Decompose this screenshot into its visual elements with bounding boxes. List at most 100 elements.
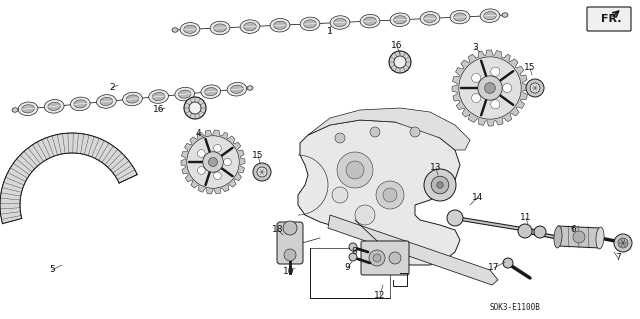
Ellipse shape (148, 90, 168, 103)
Ellipse shape (123, 92, 142, 106)
Ellipse shape (74, 100, 86, 108)
Circle shape (373, 254, 381, 262)
Circle shape (376, 181, 404, 209)
Ellipse shape (360, 14, 380, 28)
Ellipse shape (214, 24, 227, 32)
Circle shape (349, 253, 357, 261)
Ellipse shape (100, 97, 113, 106)
Ellipse shape (97, 95, 116, 108)
FancyBboxPatch shape (277, 222, 303, 264)
Text: 18: 18 (272, 226, 284, 234)
Ellipse shape (175, 87, 195, 101)
Text: 5: 5 (49, 265, 55, 275)
Polygon shape (308, 108, 470, 150)
Circle shape (424, 169, 456, 201)
Polygon shape (452, 50, 528, 126)
Text: 10: 10 (284, 268, 295, 277)
Text: SOK3-E1100B: SOK3-E1100B (490, 303, 541, 313)
Text: 4: 4 (195, 129, 201, 137)
Polygon shape (328, 215, 498, 285)
Ellipse shape (201, 85, 221, 99)
Circle shape (518, 224, 532, 238)
Circle shape (484, 83, 495, 93)
Circle shape (257, 167, 267, 177)
Ellipse shape (454, 13, 467, 21)
Polygon shape (558, 226, 600, 248)
Circle shape (349, 243, 357, 251)
Text: 3: 3 (472, 43, 478, 53)
Circle shape (198, 167, 205, 174)
Ellipse shape (126, 95, 139, 103)
Circle shape (534, 226, 546, 238)
Circle shape (337, 152, 373, 188)
Text: 13: 13 (430, 164, 442, 173)
Circle shape (214, 145, 221, 152)
FancyBboxPatch shape (361, 241, 409, 275)
Polygon shape (181, 130, 245, 194)
Circle shape (437, 182, 443, 188)
Ellipse shape (205, 88, 217, 96)
Ellipse shape (390, 13, 410, 26)
Ellipse shape (596, 227, 604, 249)
Circle shape (355, 205, 375, 225)
Ellipse shape (230, 85, 243, 93)
Ellipse shape (420, 12, 440, 25)
Circle shape (223, 158, 231, 166)
Text: 16: 16 (153, 106, 164, 115)
Circle shape (410, 127, 420, 137)
Text: 15: 15 (524, 63, 536, 72)
Ellipse shape (180, 23, 200, 36)
Text: 1: 1 (327, 27, 333, 36)
Circle shape (370, 127, 380, 137)
Circle shape (614, 234, 632, 252)
Text: 6: 6 (570, 226, 576, 234)
Circle shape (389, 51, 411, 73)
Circle shape (491, 67, 500, 76)
Text: 8: 8 (351, 248, 357, 256)
Circle shape (209, 158, 218, 167)
Ellipse shape (270, 19, 290, 32)
Ellipse shape (44, 100, 64, 113)
Circle shape (214, 172, 221, 180)
Ellipse shape (172, 28, 178, 32)
Circle shape (478, 76, 502, 100)
Ellipse shape (184, 25, 196, 33)
Circle shape (459, 57, 521, 119)
Circle shape (332, 187, 348, 203)
Ellipse shape (12, 108, 18, 112)
Circle shape (491, 100, 500, 109)
Ellipse shape (152, 93, 165, 100)
Ellipse shape (70, 97, 90, 111)
Ellipse shape (274, 21, 286, 29)
Circle shape (503, 258, 513, 268)
Ellipse shape (502, 13, 508, 17)
Ellipse shape (333, 19, 346, 26)
Ellipse shape (210, 21, 230, 35)
Polygon shape (0, 133, 137, 224)
Circle shape (530, 83, 540, 93)
Circle shape (472, 73, 481, 83)
Ellipse shape (227, 82, 247, 96)
Circle shape (283, 221, 297, 235)
Text: FR.: FR. (601, 14, 621, 24)
Circle shape (189, 102, 201, 114)
Ellipse shape (484, 11, 496, 20)
Circle shape (447, 210, 463, 226)
Ellipse shape (247, 86, 253, 90)
Text: 11: 11 (520, 213, 532, 222)
Ellipse shape (480, 9, 500, 22)
Circle shape (184, 97, 206, 119)
Circle shape (369, 250, 385, 266)
Circle shape (526, 79, 544, 97)
Circle shape (335, 133, 345, 143)
Circle shape (346, 161, 364, 179)
Text: 14: 14 (472, 192, 484, 202)
Circle shape (472, 93, 481, 103)
Circle shape (187, 136, 239, 188)
Ellipse shape (304, 20, 316, 28)
Text: 9: 9 (344, 263, 350, 272)
Text: 16: 16 (391, 41, 403, 50)
Ellipse shape (179, 90, 191, 98)
Text: 2: 2 (109, 84, 115, 93)
Ellipse shape (424, 14, 436, 22)
